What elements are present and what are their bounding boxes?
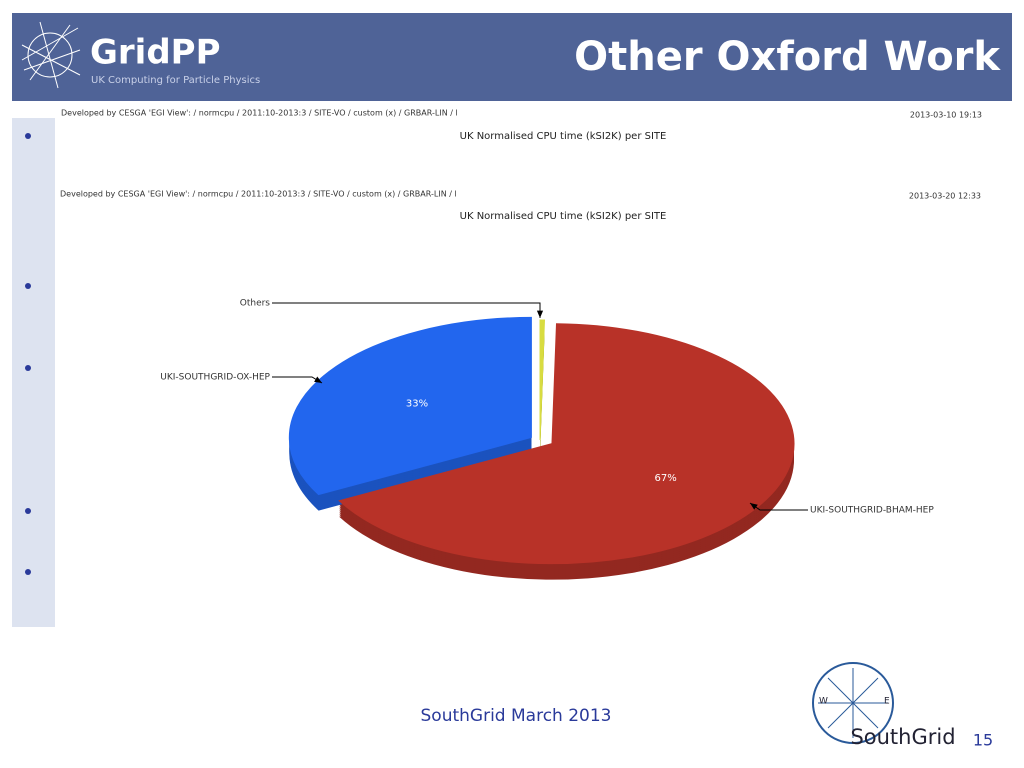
leader-arrow bbox=[536, 310, 544, 318]
title-bar bbox=[12, 13, 1012, 101]
bg-chart-title: UK Normalised CPU time (kSI2K) per SITE bbox=[460, 131, 667, 142]
grid-logo-icon bbox=[21, 21, 81, 89]
pie-slice bbox=[539, 319, 546, 441]
pie-slice bbox=[288, 316, 532, 496]
logo: GridPP bbox=[90, 33, 221, 73]
page-number: 15 bbox=[973, 731, 993, 750]
leader-arrow bbox=[750, 503, 758, 510]
compass-lines bbox=[818, 668, 888, 738]
leader-arrow bbox=[314, 376, 322, 383]
slide-title: Other Oxford Work bbox=[574, 34, 1001, 80]
category-label: UKI-SOUTHGRID-BHAM-HEP bbox=[810, 506, 934, 516]
compass-w: W bbox=[819, 697, 828, 707]
chart-date: 2013-03-20 12:33 bbox=[909, 192, 981, 201]
pie: Others 67% UKI-SOUTHGRID-BHAM-HEP 33% UKI-SO… bbox=[160, 299, 934, 580]
bg-chart-header: Developed by CESGA 'EGI View': / normcpu… bbox=[61, 109, 458, 118]
category-label: Others bbox=[240, 299, 271, 309]
bg-chart-date: 2013-03-10 19:13 bbox=[910, 111, 982, 120]
chart-title: UK Normalised CPU time (kSI2K) per SITE bbox=[460, 211, 667, 222]
category-label: UKI-SOUTHGRID-OX-HEP bbox=[160, 373, 270, 383]
bullets bbox=[25, 133, 31, 575]
footer: SouthGrid March 2013 bbox=[421, 706, 612, 726]
logo-subtitle: UK Computing for Particle Physics bbox=[91, 75, 260, 86]
side-panel bbox=[12, 118, 55, 627]
compass-ring bbox=[812, 662, 894, 744]
chart-header: Developed by CESGA 'EGI View': / normcpu… bbox=[60, 190, 457, 199]
value-label: 33% bbox=[406, 399, 428, 410]
compass-e: E bbox=[884, 697, 890, 707]
value-label: 67% bbox=[655, 473, 677, 484]
footer-logo: SouthGrid bbox=[850, 725, 955, 749]
pie-slice bbox=[338, 323, 795, 565]
